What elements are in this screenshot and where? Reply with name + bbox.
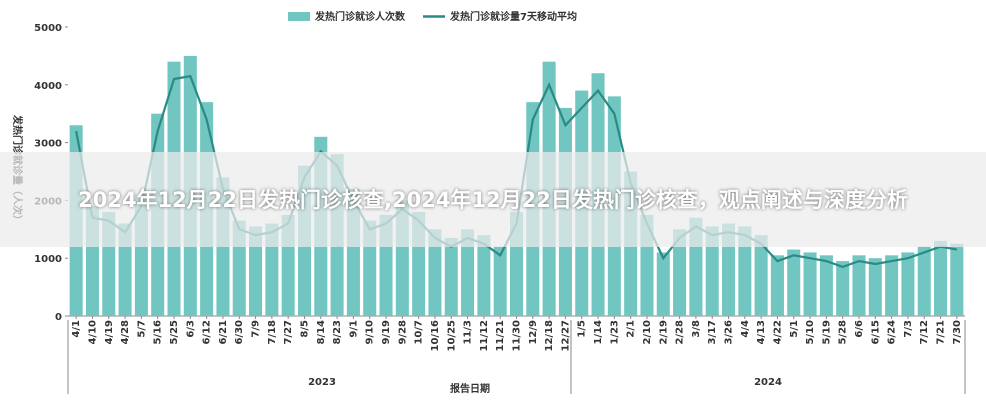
x-tick-label: 1/23: [609, 320, 620, 345]
bar: [428, 229, 442, 316]
x-tick-label: 11/3: [463, 320, 474, 345]
x-tick-label: 6/21: [218, 320, 229, 345]
y-tick-label: 1000: [34, 254, 62, 265]
bar: [477, 235, 491, 316]
x-tick-label: 6/12: [202, 320, 213, 345]
x-tick-label: 4/13: [756, 320, 767, 345]
x-tick-label: 8/23: [332, 320, 343, 345]
x-tick-label: 6/3: [185, 320, 196, 338]
bar: [803, 252, 817, 316]
title-banner: 2024年12月22日发热门诊核查,2024年12月22日发热门诊核查，观点阐述…: [0, 152, 986, 247]
x-tick-label: 11/30: [512, 320, 523, 352]
x-tick-label: 2/10: [642, 320, 653, 345]
legend-swatch: [288, 12, 310, 21]
bar: [770, 255, 784, 316]
bar: [461, 229, 475, 316]
x-tick-label: 2/19: [658, 320, 669, 345]
x-tick-label: 5/16: [153, 320, 164, 345]
x-tick-label: 5/7: [136, 320, 147, 338]
bar: [738, 226, 752, 316]
x-tick-label: 10/16: [430, 320, 441, 352]
x-tick-label: 3/8: [691, 320, 702, 338]
x-tick-label: 5/28: [838, 320, 849, 345]
x-tick-label: 12/9: [528, 320, 539, 345]
bar: [901, 252, 915, 316]
x-tick-label: 2/1: [626, 320, 637, 338]
x-tick-label: 11/12: [479, 320, 490, 352]
x-tick-label: 2/28: [675, 320, 686, 345]
bar: [934, 240, 948, 316]
year-label: 2024: [754, 377, 782, 388]
bar: [917, 246, 931, 316]
bar: [836, 261, 850, 316]
x-tick-label: 9/28: [397, 320, 408, 345]
bar: [754, 235, 768, 316]
x-tick-label: 10/25: [446, 320, 457, 352]
x-tick-label: 7/30: [952, 320, 963, 345]
x-tick-label: 9/19: [381, 320, 392, 345]
bar: [249, 226, 263, 316]
x-tick-label: 7/27: [283, 320, 294, 345]
x-tick-label: 12/18: [544, 320, 555, 352]
bar: [705, 226, 719, 316]
bar: [852, 255, 866, 316]
bar: [787, 249, 801, 316]
x-tick-label: 4/4: [740, 320, 751, 338]
x-tick-label: 7/12: [919, 320, 930, 345]
x-tick-label: 9/1: [348, 320, 359, 338]
x-tick-label: 4/1: [71, 320, 82, 338]
x-tick-label: 5/25: [169, 320, 180, 345]
x-tick-label: 5/19: [821, 320, 832, 345]
x-tick-label: 8/5: [299, 320, 310, 338]
x-tick-label: 4/19: [104, 320, 115, 345]
x-tick-label: 5/1: [789, 320, 800, 338]
x-tick-label: 7/9: [251, 320, 262, 338]
x-axis-label: 报告日期: [450, 382, 490, 395]
x-tick-label: 6/6: [854, 320, 865, 338]
bar: [819, 255, 833, 316]
bar: [444, 237, 458, 316]
legend-label: 发热门诊就诊量7天移动平均: [449, 10, 577, 23]
x-tick-label: 6/15: [870, 320, 881, 345]
bar: [885, 255, 899, 316]
x-tick-label: 6/24: [887, 320, 898, 345]
x-tick-label: 4/22: [772, 320, 783, 345]
x-tick-label: 5/10: [805, 320, 816, 345]
bar: [656, 252, 670, 316]
x-tick-label: 8/14: [316, 320, 327, 345]
bar: [673, 229, 687, 316]
x-tick-label: 7/3: [903, 320, 914, 338]
y-tick-label: 5000: [34, 23, 62, 34]
x-tick-label: 3/26: [724, 320, 735, 345]
x-tick-label: 7/18: [267, 320, 278, 345]
x-tick-label: 7/21: [936, 320, 947, 345]
y-tick-label: 3000: [34, 139, 62, 150]
x-tick-label: 9/10: [365, 320, 376, 345]
year-label: 2023: [308, 377, 336, 388]
x-tick-label: 3/17: [707, 320, 718, 345]
legend-label: 发热门诊就诊人次数: [314, 10, 406, 23]
x-tick-label: 6/30: [234, 320, 245, 345]
x-tick-label: 1/5: [577, 320, 588, 338]
x-tick-label: 4/28: [120, 320, 131, 345]
y-tick-label: 4000: [34, 81, 62, 92]
x-tick-label: 11/21: [495, 320, 506, 352]
x-tick-label: 1/14: [593, 320, 604, 345]
page-title: 2024年12月22日发热门诊核查,2024年12月22日发热门诊核查，观点阐述…: [78, 187, 908, 212]
bar: [493, 246, 507, 316]
y-tick-label: 0: [55, 312, 62, 323]
x-tick-label: 12/27: [560, 320, 571, 352]
x-tick-label: 4/10: [87, 320, 98, 345]
bar: [868, 258, 882, 316]
x-tick-label: 10/7: [414, 320, 425, 345]
bar: [950, 243, 964, 316]
